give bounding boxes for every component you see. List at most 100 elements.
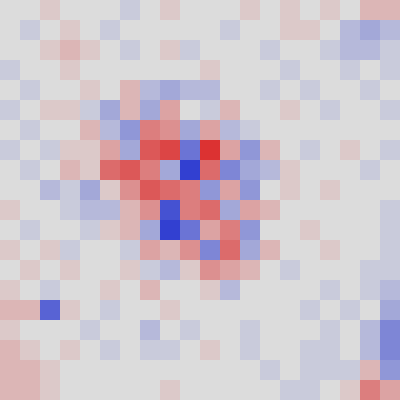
heatmap-cell [40, 360, 60, 380]
heatmap-cell [20, 120, 40, 140]
heatmap-cell [80, 260, 100, 280]
heatmap-cell [280, 380, 300, 400]
heatmap-cell [160, 220, 180, 240]
heatmap-cell [140, 40, 160, 60]
heatmap-cell [60, 60, 80, 80]
heatmap-cell [340, 380, 360, 400]
heatmap-cell [20, 80, 40, 100]
heatmap-cell [200, 280, 220, 300]
heatmap-cell [40, 60, 60, 80]
heatmap-cell [160, 100, 180, 120]
heatmap-cell [140, 180, 160, 200]
heatmap-cell [20, 280, 40, 300]
heatmap-cell [80, 120, 100, 140]
heatmap-cell [40, 80, 60, 100]
heatmap-cell [340, 100, 360, 120]
heatmap-cell [240, 300, 260, 320]
heatmap-cell [60, 100, 80, 120]
heatmap-cell [80, 300, 100, 320]
heatmap-cell [340, 360, 360, 380]
heatmap-cell [60, 120, 80, 140]
heatmap-cell [60, 280, 80, 300]
heatmap-cell [300, 300, 320, 320]
heatmap-cell [380, 200, 400, 220]
heatmap-cell [200, 260, 220, 280]
heatmap-cell [240, 40, 260, 60]
heatmap-cell [60, 200, 80, 220]
heatmap-cell [280, 180, 300, 200]
heatmap-cell [160, 60, 180, 80]
heatmap-cell [380, 320, 400, 340]
heatmap-cell [360, 340, 380, 360]
heatmap-cell [160, 260, 180, 280]
heatmap-cell [60, 240, 80, 260]
heatmap-cell [180, 0, 200, 20]
heatmap-cell [180, 140, 200, 160]
heatmap-cell [380, 260, 400, 280]
heatmap-cell [80, 360, 100, 380]
heatmap-cell [280, 80, 300, 100]
heatmap-cell [100, 100, 120, 120]
heatmap-cell [80, 20, 100, 40]
heatmap-cell [60, 360, 80, 380]
heatmap-cell [220, 20, 240, 40]
heatmap-cell [160, 360, 180, 380]
heatmap-cell [280, 120, 300, 140]
heatmap-cell [300, 140, 320, 160]
heatmap-cell [0, 120, 20, 140]
heatmap-cell [340, 200, 360, 220]
heatmap-cell [40, 380, 60, 400]
heatmap-cell [240, 360, 260, 380]
heatmap-cell [340, 320, 360, 340]
heatmap-cell [40, 120, 60, 140]
heatmap-cell [0, 300, 20, 320]
heatmap-cell [20, 300, 40, 320]
heatmap-cell [140, 360, 160, 380]
heatmap-cell [200, 60, 220, 80]
heatmap-cell [380, 140, 400, 160]
heatmap-cell [0, 340, 20, 360]
heatmap-cell [200, 140, 220, 160]
heatmap-cell [260, 100, 280, 120]
heatmap-cell [340, 80, 360, 100]
heatmap-cell [100, 280, 120, 300]
heatmap-cell [360, 100, 380, 120]
heatmap-cell [380, 60, 400, 80]
heatmap-cell [160, 280, 180, 300]
heatmap-cell [20, 260, 40, 280]
heatmap-cell [140, 0, 160, 20]
heatmap-cell [20, 0, 40, 20]
heatmap-cell [60, 320, 80, 340]
heatmap-cell [240, 380, 260, 400]
heatmap-cell [260, 80, 280, 100]
heatmap-cell [340, 340, 360, 360]
heatmap-cell [320, 100, 340, 120]
heatmap-cell [300, 40, 320, 60]
heatmap-cell [320, 80, 340, 100]
heatmap-cell [100, 300, 120, 320]
heatmap-cell [340, 20, 360, 40]
heatmap-cell [340, 260, 360, 280]
heatmap-cell [120, 220, 140, 240]
heatmap-cell [120, 40, 140, 60]
heatmap-cell [0, 200, 20, 220]
heatmap-cell [140, 320, 160, 340]
heatmap-cell [220, 140, 240, 160]
heatmap-cell [140, 20, 160, 40]
heatmap-cell [80, 280, 100, 300]
heatmap-cell [100, 140, 120, 160]
heatmap-cell [120, 200, 140, 220]
heatmap-cell [240, 100, 260, 120]
heatmap-cell [340, 60, 360, 80]
heatmap-cell [220, 360, 240, 380]
heatmap-cell [100, 160, 120, 180]
heatmap-cell [340, 220, 360, 240]
heatmap-cell [120, 240, 140, 260]
heatmap-cell [180, 220, 200, 240]
heatmap-cell [60, 160, 80, 180]
heatmap-cell [240, 280, 260, 300]
heatmap-cell [20, 380, 40, 400]
heatmap-cell [40, 160, 60, 180]
heatmap-cell [140, 260, 160, 280]
heatmap-cell [180, 180, 200, 200]
